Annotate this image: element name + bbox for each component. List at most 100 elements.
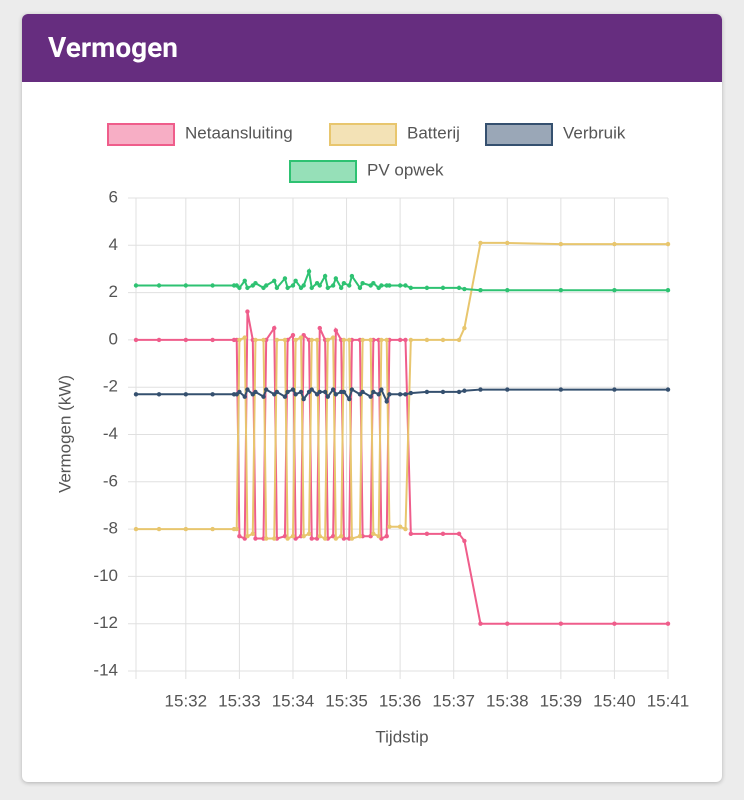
data-point: [306, 269, 312, 274]
data-point: [387, 283, 392, 288]
data-point: [285, 536, 290, 541]
data-point: [360, 389, 365, 395]
data-point: [298, 335, 304, 340]
data-point: [317, 325, 322, 331]
data-point: [456, 389, 462, 395]
data-point: [282, 276, 288, 281]
data-point: [263, 387, 269, 392]
data-point: [253, 536, 258, 541]
data-point: [325, 337, 330, 343]
data-point: [387, 524, 392, 529]
data-point: [298, 389, 304, 395]
data-point: [349, 273, 355, 279]
data-point: [290, 283, 296, 288]
data-point: [558, 387, 564, 392]
data-point: [440, 285, 446, 291]
data-point: [245, 387, 250, 392]
y-axis-title: Vermogen (kW): [55, 375, 74, 493]
data-point: [263, 283, 269, 288]
data-point: [133, 526, 139, 532]
card-title: Vermogen: [22, 14, 722, 82]
data-point: [245, 285, 250, 291]
data-point: [293, 392, 298, 397]
x-tick-label: 15:41: [647, 691, 690, 710]
data-point: [306, 531, 312, 537]
x-tick-label: 15:37: [432, 691, 475, 710]
data-point: [371, 389, 376, 395]
data-point: [309, 536, 314, 541]
data-point: [462, 286, 467, 292]
data-point: [253, 280, 258, 286]
data-point: [505, 240, 510, 246]
legend-swatch: [107, 123, 175, 146]
data-point: [293, 337, 298, 343]
data-point: [397, 392, 403, 397]
data-point: [183, 337, 189, 343]
data-point: [424, 285, 430, 291]
data-point: [462, 538, 467, 544]
y-tick-label: -4: [103, 424, 118, 443]
x-tick-label: 15:38: [486, 691, 529, 710]
data-point: [330, 387, 336, 392]
data-point: [330, 283, 336, 288]
data-point: [403, 337, 408, 343]
legend-label: Verbruik: [563, 123, 626, 142]
data-point: [282, 394, 288, 399]
data-point: [462, 388, 467, 393]
data-point: [387, 392, 392, 397]
x-tick-label: 15:39: [540, 691, 583, 710]
data-point: [263, 536, 269, 541]
data-point: [478, 288, 483, 293]
x-tick-label: 15:34: [272, 691, 315, 710]
data-point: [309, 387, 314, 392]
data-point: [183, 526, 189, 532]
data-point: [338, 533, 344, 539]
data-point: [133, 337, 139, 343]
y-tick-label: -2: [103, 377, 118, 396]
data-point: [371, 280, 376, 286]
data-point: [333, 328, 339, 333]
data-point: [253, 337, 258, 343]
data-point: [403, 392, 408, 397]
data-point: [237, 389, 242, 395]
data-point: [376, 533, 381, 539]
data-point: [397, 337, 403, 343]
data-point: [301, 533, 306, 539]
data-point: [261, 394, 266, 399]
data-point: [261, 337, 266, 343]
data-point: [347, 283, 352, 288]
data-point: [612, 288, 617, 293]
data-point: [301, 283, 306, 288]
legend-label: Batterij: [407, 123, 460, 142]
y-tick-label: 6: [109, 187, 118, 206]
data-point: [333, 392, 339, 397]
data-point: [322, 536, 328, 541]
y-tick-label: -12: [93, 613, 118, 632]
data-point: [612, 387, 617, 392]
data-point: [368, 394, 373, 399]
data-point: [325, 285, 330, 291]
data-point: [347, 396, 352, 402]
y-tick-label: 0: [109, 329, 118, 348]
data-point: [478, 387, 483, 392]
data-point: [384, 533, 389, 539]
y-tick-label: -14: [93, 660, 118, 679]
data-point: [371, 531, 376, 537]
data-point: [403, 526, 408, 532]
data-point: [322, 389, 328, 395]
data-point: [293, 278, 298, 283]
data-point: [285, 285, 290, 291]
x-tick-label: 15:32: [165, 691, 208, 710]
data-point: [349, 387, 355, 392]
data-point: [290, 332, 296, 338]
data-point: [285, 389, 290, 395]
data-point: [384, 399, 389, 404]
data-point: [309, 285, 314, 291]
data-point: [341, 389, 347, 395]
data-point: [282, 337, 288, 343]
series-line: [136, 267, 668, 292]
series-line: [136, 241, 668, 541]
data-point: [505, 288, 510, 293]
data-point: [210, 283, 215, 288]
data-point: [242, 394, 247, 399]
